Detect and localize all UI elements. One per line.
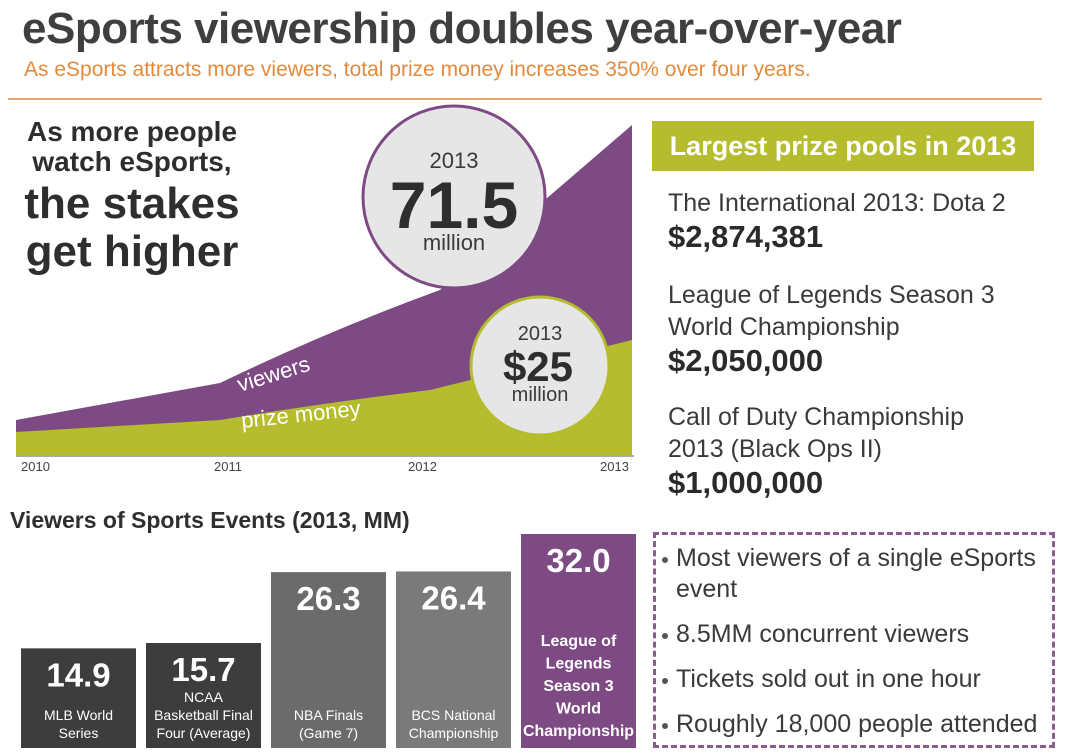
fact-text: Roughly 18,000 people attended	[676, 710, 1038, 738]
prize-pool-item: Call of Duty Championship 2013 (Black Op…	[668, 401, 964, 501]
bar-2	[271, 572, 386, 748]
bar-category-label: League of	[541, 633, 617, 650]
bar-category-label: (Game 7)	[299, 725, 358, 741]
bar-value-label: 14.9	[46, 656, 110, 693]
prize-pools-title: Largest prize pools in 2013	[652, 121, 1034, 171]
prize-money-area	[16, 340, 632, 455]
page-title: eSports viewership doubles year-over-yea…	[22, 4, 902, 53]
bar-category-label: Championship	[409, 725, 499, 741]
bar-category-label: MLB World	[44, 707, 113, 723]
headline-line-1: As more people	[26, 116, 238, 147]
bar-value-label: 32.0	[546, 542, 610, 579]
fact-text: Most viewers of a single eSports event	[676, 544, 1036, 603]
x-tick-2010: 2010	[21, 459, 50, 474]
bar-0	[21, 648, 136, 748]
bar-value-label: 15.7	[171, 651, 235, 688]
headline-line-3: the stakes	[24, 179, 240, 228]
area-chart: 2010 2011 2012 2013 viewers prize money …	[16, 104, 634, 474]
bar-3	[396, 571, 511, 748]
fact-item: Tickets sold out in one hour	[662, 664, 1052, 695]
headline-line-2: watch eSports,	[32, 146, 232, 177]
prize-pool-name-line-1: League of Legends Season 3	[668, 281, 995, 309]
bar-category-label: Season 3	[543, 678, 613, 695]
bar-4	[521, 534, 636, 748]
facts-box: Most viewers of a single eSports event 8…	[653, 532, 1055, 748]
bar-category-label: World	[556, 701, 601, 718]
fact-item: Roughly 18,000 people attended	[662, 709, 1052, 740]
bar-category-label: NCAA	[184, 689, 224, 705]
bar-category-label: Four (Average)	[157, 725, 251, 741]
prize-pool-amount: $2,874,381	[668, 219, 824, 254]
prize-pool-item: League of Legends Season 3 World Champio…	[668, 279, 995, 379]
bar-category-label: Basketball Final	[154, 707, 253, 723]
bar-value-label: 26.3	[296, 580, 360, 617]
bar-category-label: Legends	[546, 656, 612, 673]
fact-text: 8.5MM concurrent viewers	[676, 620, 970, 648]
viewers-callout-circle	[361, 104, 547, 290]
fact-item: Most viewers of a single eSports event	[662, 543, 1052, 605]
bar-1	[146, 643, 261, 748]
x-tick-2012: 2012	[408, 459, 437, 474]
bar-chart-title: Viewers of Sports Events (2013, MM)	[10, 507, 410, 533]
bullet-icon	[662, 723, 668, 729]
bar-category-label: Series	[59, 725, 99, 741]
bar-category-label: BCS National	[411, 707, 495, 723]
bar-category-label: NBA Finals	[294, 707, 363, 723]
bar-category-label: Championship	[523, 723, 634, 740]
prize-pool-name-line-2: 2013 (Black Ops II)	[668, 435, 882, 463]
prize-callout-year: 2013	[518, 323, 563, 345]
prize-pool-amount: $2,050,000	[668, 343, 824, 378]
headline: As more people watch eSports, the stakes…	[22, 118, 242, 274]
headline-line-4: get higher	[25, 227, 239, 276]
prize-pool-amount: $1,000,000	[668, 465, 824, 500]
prize-pool-name-line-1: Call of Duty Championship	[668, 403, 964, 431]
x-tick-2013: 2013	[600, 459, 629, 474]
fact-text: Tickets sold out in one hour	[676, 665, 981, 693]
bullet-icon	[662, 633, 668, 639]
viewers-callout-unit: million	[423, 230, 485, 255]
prize-pool-item: The International 2013: Dota 2 $2,874,38…	[668, 187, 1006, 255]
page-subtitle: As eSports attracts more viewers, total …	[24, 58, 811, 81]
bullet-icon	[662, 678, 668, 684]
prize-callout-unit: million	[512, 384, 569, 406]
title-divider	[8, 98, 1042, 100]
prize-callout-circle	[469, 295, 611, 437]
prize-callout-value: $25	[503, 343, 573, 390]
bar-value-label: 26.4	[421, 579, 486, 616]
viewers-callout-value: 71.5	[390, 168, 518, 242]
x-tick-2011: 2011	[214, 459, 242, 474]
fact-item: 8.5MM concurrent viewers	[662, 619, 1052, 650]
prize-pool-name-line-2: World Championship	[668, 313, 900, 341]
viewers-callout-year: 2013	[430, 148, 479, 173]
bullet-icon	[662, 557, 668, 563]
prize-pool-name: The International 2013: Dota 2	[668, 189, 1006, 217]
